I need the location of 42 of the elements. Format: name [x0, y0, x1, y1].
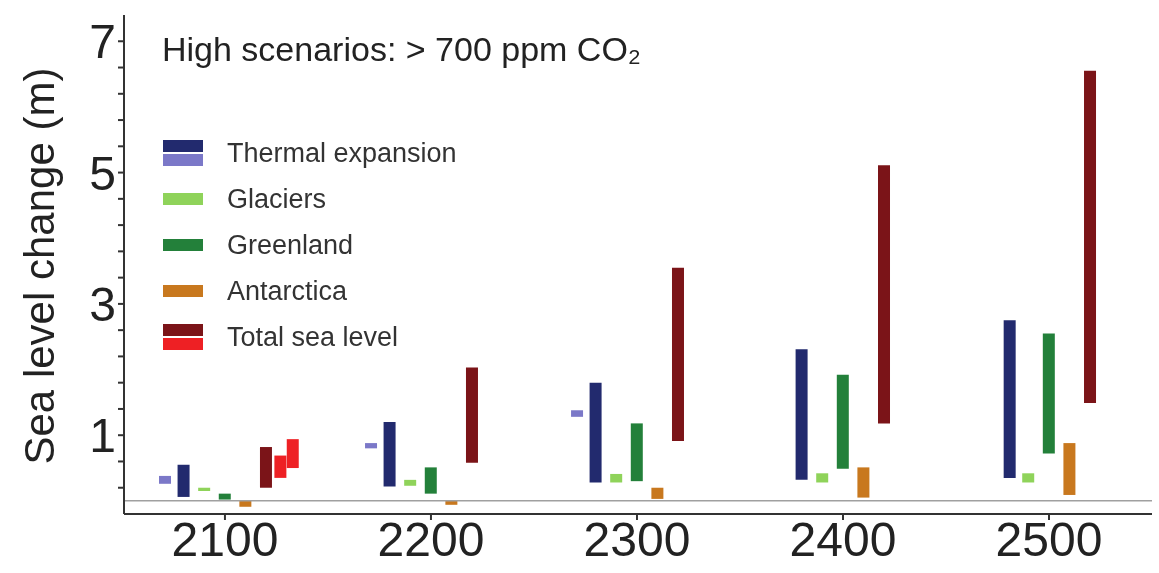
bar	[671, 267, 684, 442]
bar	[836, 374, 849, 469]
x-tick-label: 2400	[789, 513, 897, 567]
y-tick-label: 3	[89, 277, 116, 331]
bar	[404, 479, 417, 486]
legend-label: Thermal expansion	[227, 137, 457, 169]
bar	[878, 165, 890, 424]
bar	[259, 447, 272, 488]
legend-label: Antarctica	[227, 275, 348, 307]
y-tick-label: 1	[89, 409, 116, 463]
bar	[1063, 443, 1076, 495]
bar	[651, 487, 664, 499]
bar	[465, 367, 478, 463]
bar	[383, 422, 396, 487]
legend-label: Greenland	[227, 229, 354, 261]
bar	[795, 349, 808, 480]
bar	[1042, 333, 1055, 454]
bar	[424, 467, 437, 494]
y-axis-title: Sea level change (m)	[15, 67, 63, 465]
bar	[177, 464, 190, 497]
bar	[365, 443, 378, 449]
bar	[1022, 473, 1035, 483]
bar	[857, 467, 870, 498]
y-tick-label: 5	[89, 146, 116, 200]
bar	[630, 423, 643, 482]
x-tick-label: 2300	[583, 513, 691, 567]
bar	[1084, 70, 1097, 404]
bar	[159, 475, 172, 484]
legend-label: Glaciers	[227, 183, 327, 215]
x-tick-label: 2200	[377, 513, 485, 567]
bar	[610, 473, 623, 483]
legend-label: Total sea level	[227, 321, 399, 353]
x-tick-label: 2100	[171, 513, 279, 567]
bar	[589, 382, 602, 483]
bar	[571, 410, 584, 417]
x-tick-label: 2500	[995, 513, 1103, 567]
bar	[816, 473, 829, 483]
bar	[198, 487, 211, 492]
text: High scenarios: > 700 ppm CO₂	[162, 30, 642, 69]
bar	[1003, 320, 1016, 478]
y-tick-label: 7	[89, 15, 116, 69]
bar	[218, 493, 231, 500]
